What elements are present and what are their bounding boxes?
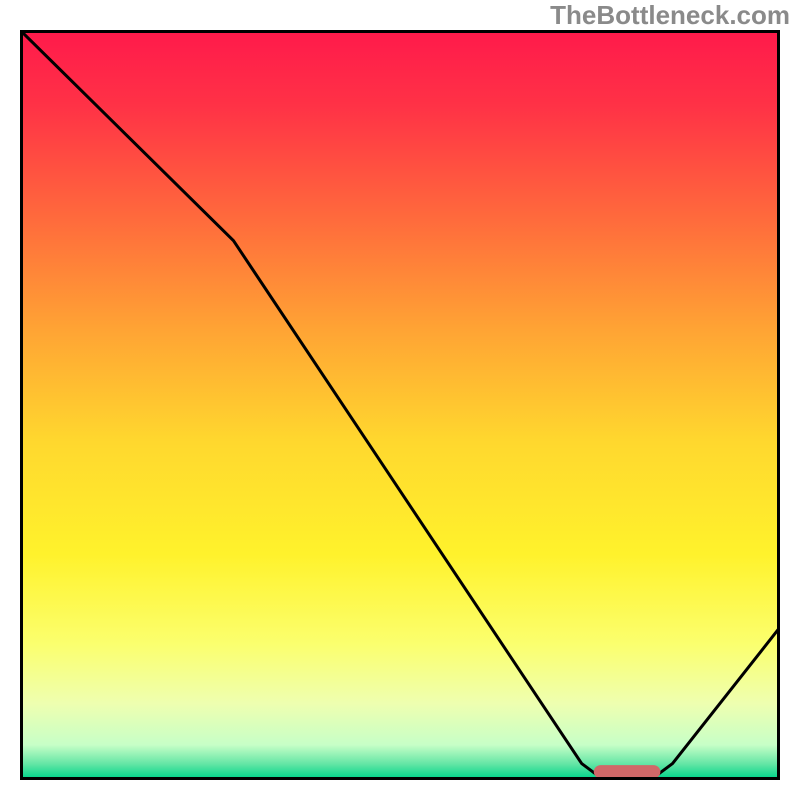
optimal-range-marker bbox=[594, 765, 661, 778]
bottleneck-curve-chart bbox=[0, 0, 800, 800]
chart-canvas: TheBottleneck.com bbox=[0, 0, 800, 800]
attribution-label: TheBottleneck.com bbox=[550, 0, 790, 31]
